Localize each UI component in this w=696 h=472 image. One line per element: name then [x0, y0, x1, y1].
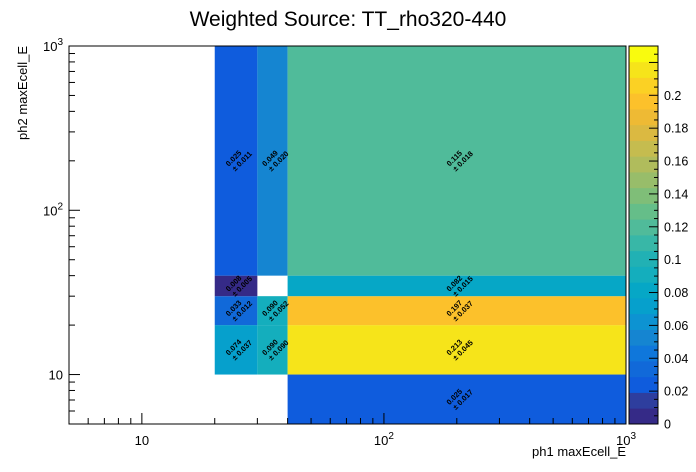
- plot-frame: [68, 45, 627, 425]
- heatmap-cell: [257, 46, 288, 276]
- colorbar-swatch: [629, 361, 658, 378]
- colorbar-swatch: [629, 46, 658, 63]
- colorbar-tick-label: 0.12: [664, 220, 688, 234]
- colorbar-swatch: [629, 345, 658, 362]
- heatmap-cell: [214, 46, 258, 276]
- heatmap-cell: [214, 296, 258, 326]
- colorbar-swatch: [629, 282, 658, 299]
- heatmap-cell: [214, 325, 258, 375]
- colorbar-swatch: [629, 140, 658, 157]
- colorbar-tick-label: 0.02: [664, 385, 688, 399]
- colorbar-swatch: [629, 408, 658, 425]
- x-tick-label: 102: [374, 431, 394, 448]
- heatmap-cell: [257, 296, 288, 326]
- heatmap-cell: [287, 296, 626, 326]
- colorbar-swatch: [629, 124, 658, 141]
- heatmap-cell: [287, 275, 626, 297]
- heatmap-cell: [287, 46, 626, 276]
- y-axis: 10 102 103: [43, 37, 80, 425]
- colorbar-swatch: [629, 250, 658, 267]
- colorbar-tick-label: 0.2: [664, 89, 681, 103]
- colorbar-swatch: [629, 329, 658, 346]
- colorbar-swatch: [629, 156, 658, 173]
- colorbar-tick-label: 0.16: [664, 155, 688, 169]
- colorbar-swatch: [629, 235, 658, 252]
- colorbar-swatch: [629, 61, 658, 78]
- colorbar-swatch: [629, 266, 658, 283]
- colorbar-swatch: [629, 109, 658, 126]
- x-tick-label: 10: [135, 433, 149, 448]
- heatmap-cell: [214, 275, 258, 297]
- colorbar-swatch: [629, 313, 658, 330]
- heatmap-cell: [257, 325, 288, 375]
- cells-layer: [214, 46, 626, 424]
- y-tick-label: 103: [43, 37, 63, 54]
- y-axis-label: ph2 maxEcell_E: [15, 46, 30, 140]
- colorbar-swatch: [629, 93, 658, 110]
- colorbar-tick-label: 0.06: [664, 319, 688, 333]
- colorbar-swatch: [629, 187, 658, 204]
- y-tick-label: 102: [43, 201, 63, 218]
- colorbar-swatch: [629, 376, 658, 393]
- colorbar-tick-label: 0.08: [664, 286, 688, 300]
- heatmap-cell: [287, 325, 626, 375]
- heatmap-cell: [287, 374, 626, 424]
- colorbar-tick-label: 0.1: [664, 253, 681, 267]
- chart-title: Weighted Source: TT_rho320-440: [190, 8, 507, 31]
- colorbar: 0 0.02 0.04 0.06 0.08 0.1 0.12 0.14 0.16 0.18 0.2: [628, 45, 688, 432]
- x-axis-label: ph1 maxEcell_E: [532, 444, 626, 459]
- colorbar-tick-label: 0.04: [664, 352, 688, 366]
- colorbar-swatch: [629, 219, 658, 236]
- colorbar-swatch: [629, 392, 658, 409]
- colorbar-tick-label: 0: [664, 418, 671, 432]
- x-tick-label: 103: [616, 431, 636, 448]
- y-tick-label: 10: [49, 368, 63, 383]
- colorbar-swatch: [629, 203, 658, 220]
- colorbar-swatch: [629, 298, 658, 315]
- colorbar-tick-label: 0.18: [664, 122, 688, 136]
- colorbar-swatch: [629, 77, 658, 94]
- colorbar-tick-label: 0.14: [664, 187, 688, 201]
- x-axis: 10 102 103: [68, 413, 636, 448]
- colorbar-swatch: [629, 172, 658, 189]
